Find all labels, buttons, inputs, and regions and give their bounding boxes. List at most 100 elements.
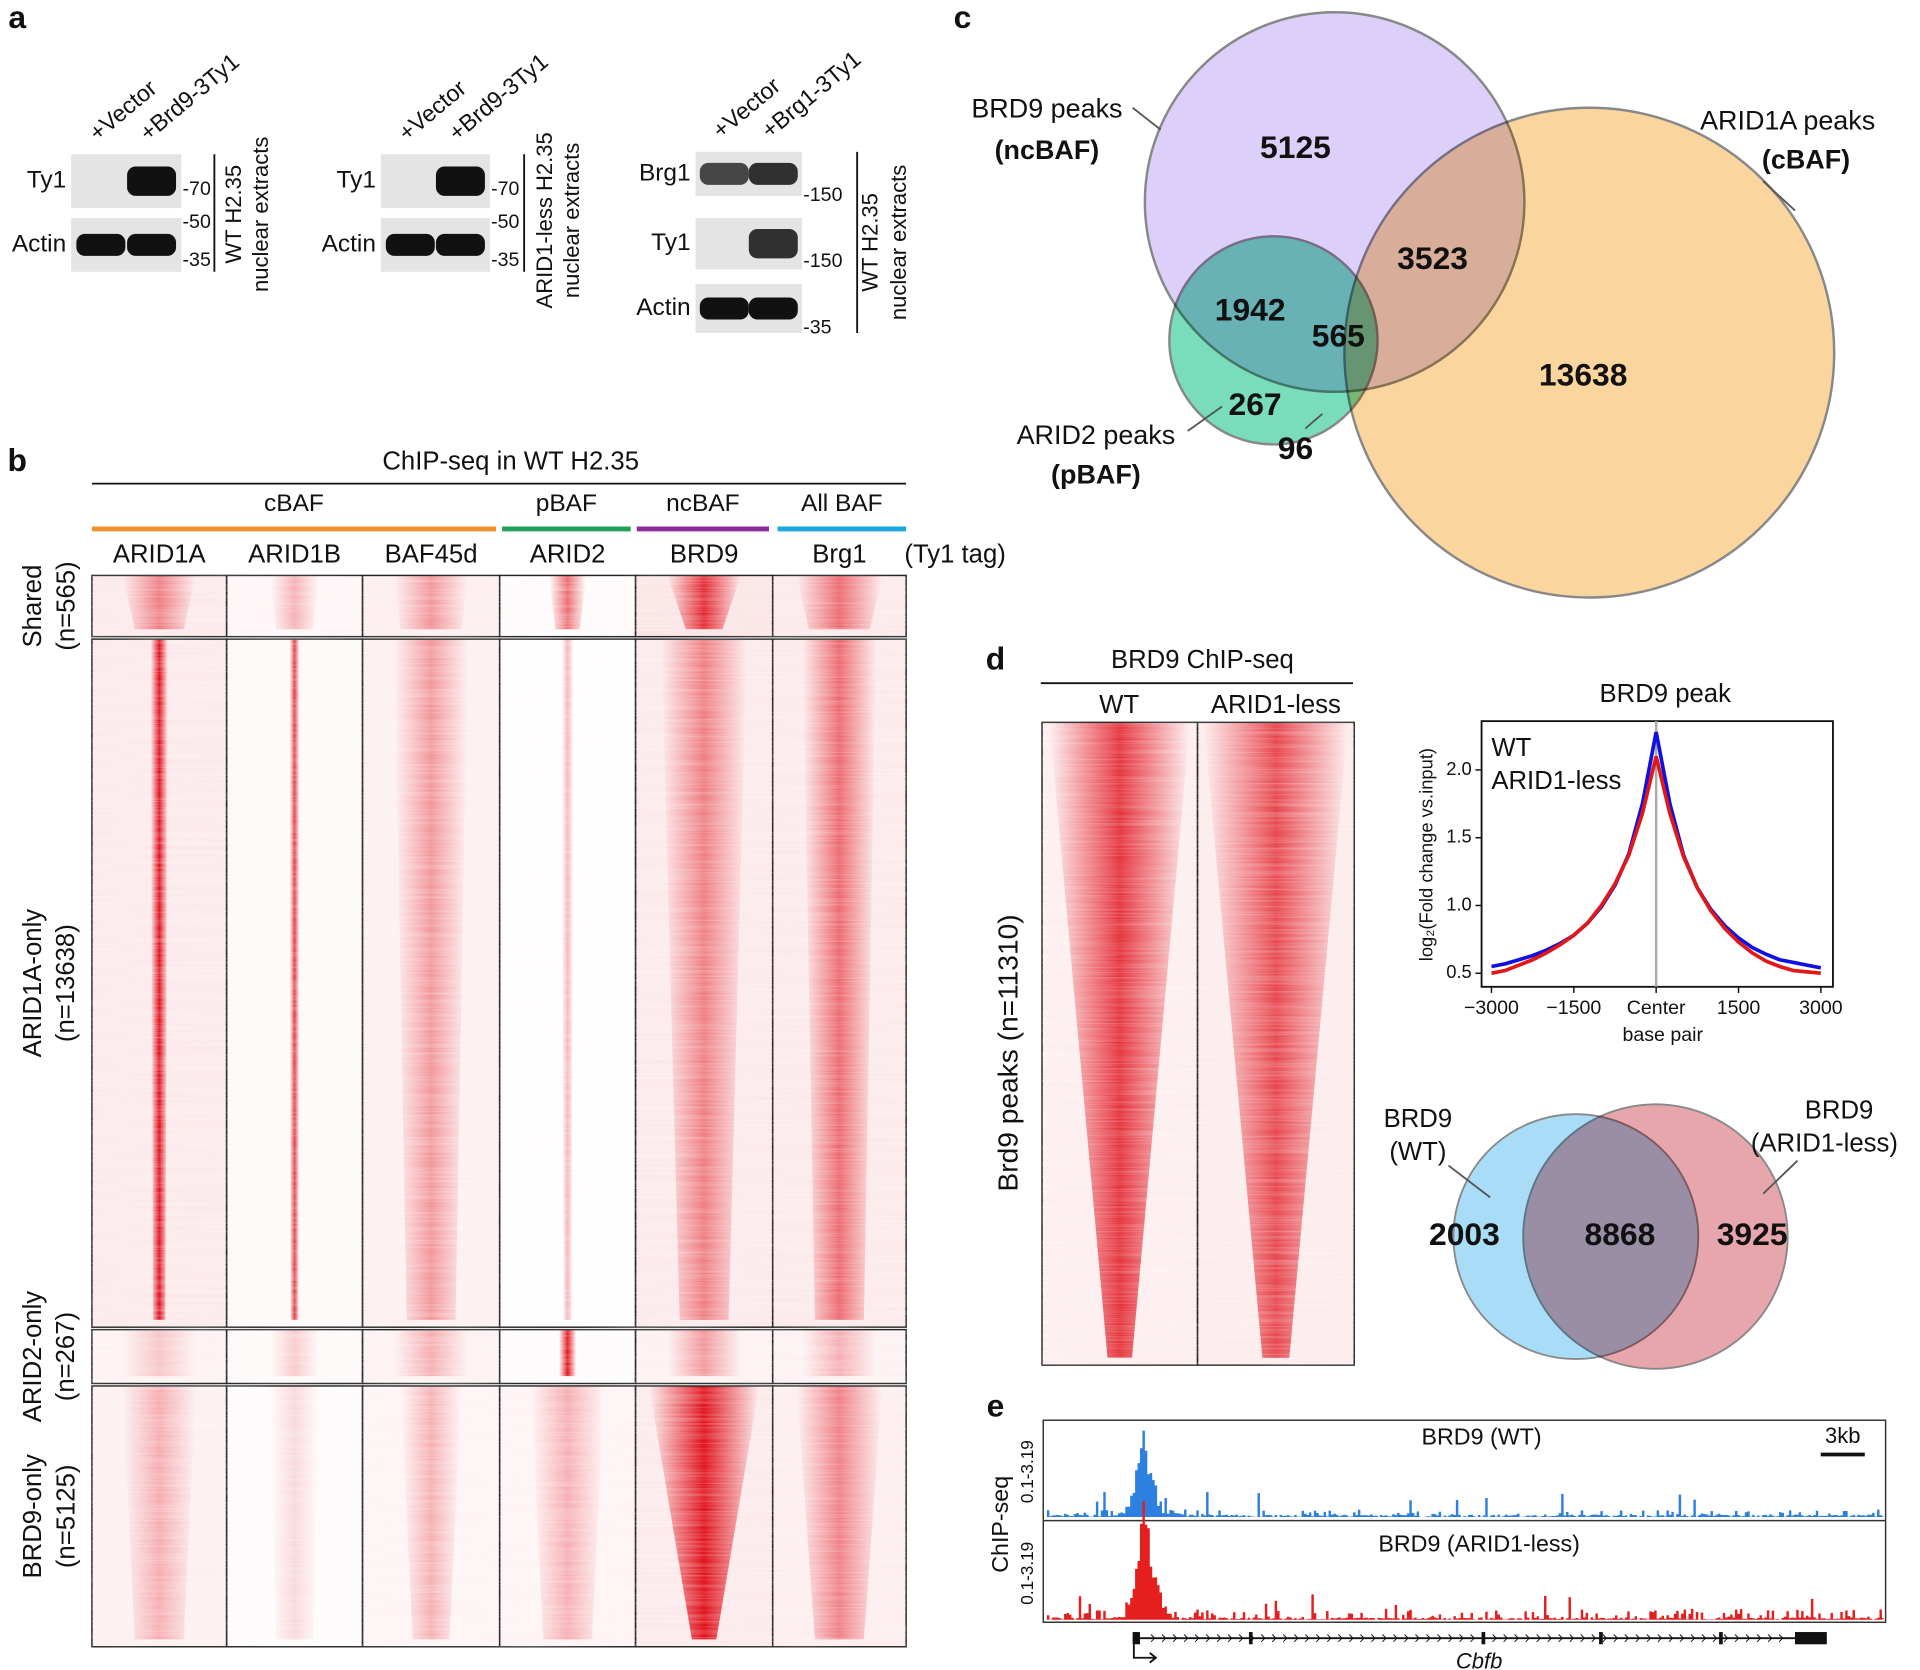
venn-count: 3523 <box>1397 240 1468 276</box>
venn-3 <box>1143 11 1836 599</box>
sample-label: WT H2.35 <box>221 165 246 264</box>
y-tick-label: 0.5 <box>1446 961 1472 982</box>
strand-arrow <box>1646 1634 1652 1643</box>
blot-row-label: Actin <box>322 230 376 257</box>
blot-row-label: Ty1 <box>337 167 376 194</box>
row-label: ARID1A-only <box>19 909 47 1058</box>
blot-row-label: Ty1 <box>651 229 690 256</box>
blot-band <box>748 228 798 259</box>
strand-arrow <box>1525 1634 1531 1643</box>
strand-arrow <box>1304 1634 1310 1643</box>
gene-exon <box>1719 1632 1723 1645</box>
track-name: BRD9 (ARID1-less) <box>1378 1530 1580 1556</box>
set-complex: (cBAF) <box>1762 145 1850 175</box>
strand-arrow <box>1315 1634 1321 1643</box>
strand-arrow <box>1172 1634 1178 1643</box>
leader <box>1132 107 1162 131</box>
panel-label: a <box>8 0 26 35</box>
strand-arrow <box>1271 1634 1277 1643</box>
mw-marker: -70 <box>491 178 519 200</box>
x-tick-label: Center <box>1627 997 1686 1019</box>
y-tick-label: 1.0 <box>1446 893 1472 914</box>
blot-band <box>699 162 749 185</box>
gene-exon <box>1248 1632 1253 1645</box>
venn-count: 8868 <box>1585 1216 1656 1252</box>
blot-band <box>435 233 485 256</box>
strand-arrow <box>1238 1634 1244 1643</box>
x-axis-label: base pair <box>1622 1024 1703 1046</box>
strand-arrow <box>1613 1634 1619 1643</box>
gene-exon <box>1795 1632 1827 1645</box>
leader <box>1762 1160 1799 1195</box>
strand-arrow <box>1404 1634 1409 1643</box>
tss-arrow <box>1132 1644 1158 1664</box>
strand-arrow <box>1150 1634 1156 1643</box>
set-label: BRD9 <box>1384 1105 1453 1133</box>
strand-arrow <box>1470 1634 1475 1643</box>
set-label: BRD9 peaks <box>971 93 1122 123</box>
column-label: ARID1-less <box>1211 691 1341 719</box>
strand-arrow <box>1227 1634 1233 1643</box>
column-label: Brg1 <box>812 541 866 569</box>
venn-2 <box>1452 1103 1789 1370</box>
strand-arrow <box>1690 1634 1696 1643</box>
tag-label: (Ty1 tag) <box>904 541 1005 569</box>
venn-count: 13638 <box>1539 357 1628 393</box>
group-label: All BAF <box>801 490 883 517</box>
set-label: ARID2 peaks <box>1017 420 1176 450</box>
strand-arrow <box>1293 1634 1299 1643</box>
set-label: (WT) <box>1389 1138 1446 1166</box>
row-count: (n=565) <box>52 561 80 650</box>
strand-arrow <box>1547 1634 1553 1643</box>
venn-count: 5125 <box>1260 129 1331 165</box>
blot-band <box>127 166 177 196</box>
track-axis-label: ChIP-seq <box>987 1476 1013 1573</box>
heatmap-texture <box>1042 722 1355 1366</box>
strand-arrow <box>1426 1634 1431 1643</box>
row-count: (n=13638) <box>52 924 80 1042</box>
column-label: ARID2 <box>530 541 606 569</box>
set-label: ARID1A peaks <box>1700 106 1875 136</box>
strand-arrow <box>1558 1634 1564 1643</box>
row-count: (n=5125) <box>52 1465 80 1569</box>
row-label: BRD9-only <box>19 1454 47 1578</box>
strand-arrow <box>1591 1634 1597 1643</box>
row-count: (n=267) <box>52 1312 80 1401</box>
blot-band <box>748 297 798 320</box>
x-tick-label: −1500 <box>1546 997 1601 1019</box>
strand-arrow <box>1437 1634 1442 1643</box>
strand-arrow <box>1194 1634 1200 1643</box>
strand-arrow <box>1360 1634 1365 1643</box>
mw-marker: -70 <box>183 178 211 200</box>
row-label: Brd9 peaks (n=11310) <box>993 914 1024 1191</box>
strand-arrow <box>1481 1634 1486 1643</box>
venn-count: 3925 <box>1717 1216 1788 1252</box>
strand-arrow <box>1745 1634 1751 1643</box>
strand-arrow <box>1205 1634 1211 1643</box>
strand-arrow <box>1216 1634 1222 1643</box>
venn-circle <box>1522 1103 1789 1370</box>
strand-arrow <box>1348 1634 1354 1643</box>
track-name: BRD9 (WT) <box>1422 1424 1542 1450</box>
set-complex: (ncBAF) <box>995 135 1100 165</box>
strand-arrow <box>1602 1634 1608 1643</box>
venn-count: 565 <box>1312 317 1365 353</box>
strand-arrow <box>1503 1634 1508 1643</box>
track-range: 0.1-3.19 <box>1017 1542 1037 1605</box>
strand-arrow <box>1514 1634 1519 1643</box>
x-tick-label: −3000 <box>1464 997 1519 1019</box>
strand-arrow <box>1536 1634 1542 1643</box>
strand-arrow <box>1767 1634 1773 1643</box>
coverage-track <box>1046 1430 1885 1517</box>
blot-row-label: Actin <box>636 294 690 321</box>
gene-name: Cbfb <box>1456 1648 1503 1670</box>
column-label: BRD9 <box>670 541 739 569</box>
strand-arrow <box>1569 1634 1575 1643</box>
leader <box>1762 180 1796 212</box>
leader <box>1447 1164 1491 1199</box>
series-line <box>1491 731 1822 970</box>
strand-arrow <box>1723 1634 1729 1643</box>
column-label: ARID1A <box>113 541 207 569</box>
x-tick-label: 3000 <box>1799 997 1843 1019</box>
strand-arrow <box>1448 1634 1453 1643</box>
